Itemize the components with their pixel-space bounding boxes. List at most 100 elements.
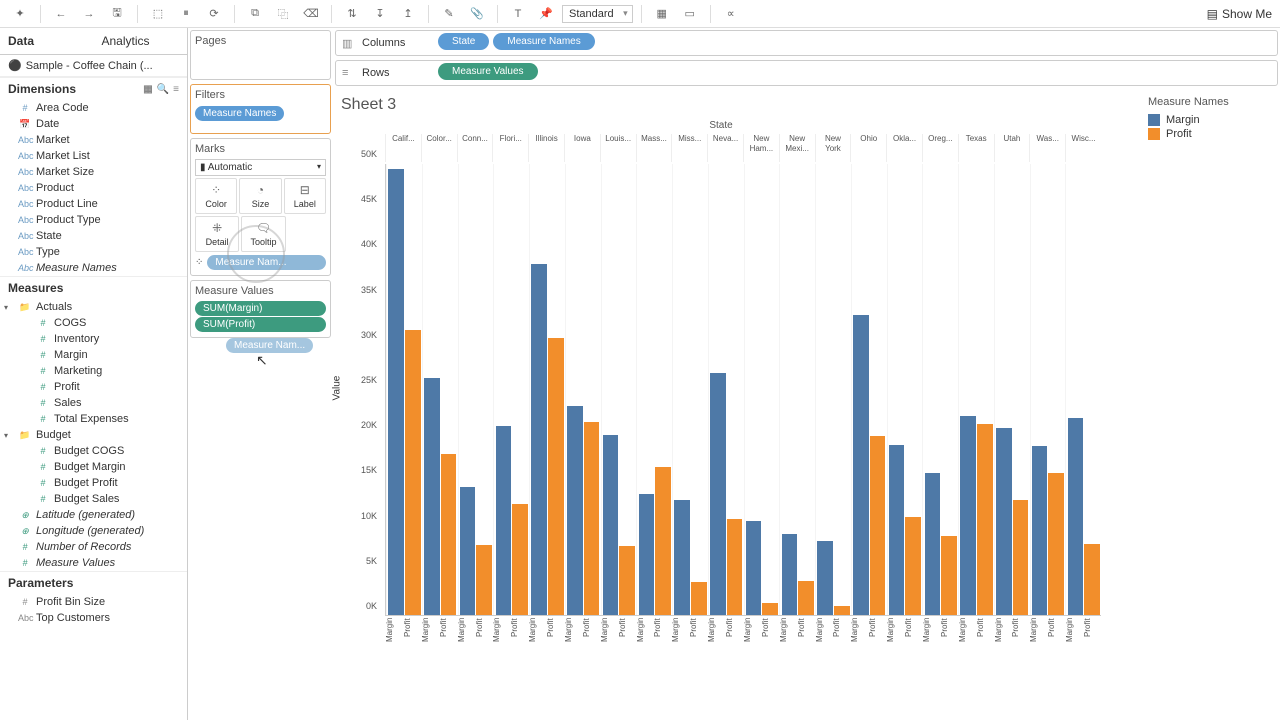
dimension-field[interactable]: #Area Code [0,100,187,116]
measure-field[interactable]: #COGS [0,315,187,331]
view-icon[interactable]: ▦ [143,84,152,95]
measure-field[interactable]: #Total Expenses [0,411,187,427]
bar-margin[interactable] [782,534,798,615]
measure-field[interactable]: #Budget Profit [0,475,187,491]
measure-field[interactable]: #Budget COGS [0,443,187,459]
dimension-field[interactable]: AbcProduct Line [0,196,187,212]
back-icon[interactable]: ← [49,2,73,26]
sort-desc-icon[interactable]: ↥ [396,2,420,26]
filters-shelf[interactable]: Filters Measure Names [190,84,331,134]
bar-profit[interactable] [405,330,421,615]
text-icon[interactable]: T [506,2,530,26]
parameter-field[interactable]: AbcTop Customers [0,610,187,626]
dimension-field[interactable]: AbcState [0,228,187,244]
bar-margin[interactable] [639,494,655,615]
refresh-icon[interactable]: ⟳ [202,2,226,26]
row-pill[interactable]: Measure Values [438,63,538,80]
measure-field[interactable]: #Budget Sales [0,491,187,507]
measure-value-pill[interactable]: SUM(Margin) [195,301,326,316]
bar-profit[interactable] [441,454,457,615]
measure-field[interactable]: #Sales [0,395,187,411]
column-pill[interactable]: State [438,33,489,50]
menu-icon[interactable]: ≡ [173,84,179,95]
bar-profit[interactable] [691,582,707,615]
bar-margin[interactable] [889,445,905,615]
presentation-icon[interactable]: ▭ [678,2,702,26]
tableau-logo-icon[interactable]: ✦ [8,2,32,26]
bar-margin[interactable] [710,373,726,615]
sheet-title[interactable]: Sheet 3 [341,96,1136,114]
bar-margin[interactable] [674,500,690,615]
mark-size-button[interactable]: ◔Size [239,178,281,214]
bar-profit[interactable] [1048,473,1064,615]
bar-margin[interactable] [567,406,583,615]
mark-label-button[interactable]: ⊟Label [284,178,326,214]
bar-profit[interactable] [941,536,957,615]
bar-margin[interactable] [603,435,619,615]
bar-margin[interactable] [746,521,762,615]
measure-folder[interactable]: ▾📁Actuals [0,299,187,315]
parameter-field[interactable]: #Profit Bin Size [0,594,187,610]
measure-field[interactable]: #Number of Records [0,539,187,555]
bar-profit[interactable] [798,581,814,615]
share-icon[interactable]: ∝ [719,2,743,26]
measure-field[interactable]: ⊕Longitude (generated) [0,523,187,539]
bar-margin[interactable] [496,426,512,615]
rows-shelf[interactable]: ≡ Rows Measure Values [335,60,1278,86]
measure-field[interactable]: #Measure Values [0,555,187,571]
bar-margin[interactable] [1032,446,1048,615]
fit-select[interactable]: Standard [562,5,633,23]
forward-icon[interactable]: → [77,2,101,26]
bar-chart[interactable]: State Calif...Color...Conn...Flori...Ill… [341,120,1101,660]
bar-margin[interactable] [1068,418,1084,615]
bar-profit[interactable] [977,424,993,615]
bar-margin[interactable] [817,541,833,615]
dimension-field[interactable]: AbcMarket [0,132,187,148]
bar-profit[interactable] [1013,500,1029,615]
measure-value-pill[interactable]: SUM(Profit) [195,317,326,332]
bar-margin[interactable] [960,416,976,615]
bar-margin[interactable] [424,378,440,615]
bar-profit[interactable] [1084,544,1100,615]
dimension-field[interactable]: AbcProduct [0,180,187,196]
bar-profit[interactable] [655,467,671,615]
dimension-field[interactable]: AbcProduct Type [0,212,187,228]
bar-profit[interactable] [727,519,743,616]
dimension-field[interactable]: AbcMarket Size [0,164,187,180]
legend-card[interactable]: Measure Names MarginProfit [1140,88,1280,720]
search-icon[interactable]: 🔍 [157,84,169,95]
dimension-field[interactable]: AbcMeasure Names [0,260,187,276]
measure-field[interactable]: #Marketing [0,363,187,379]
bar-profit[interactable] [834,606,850,615]
bar-profit[interactable] [870,436,886,615]
sort-asc-icon[interactable]: ↧ [368,2,392,26]
measure-field[interactable]: #Inventory [0,331,187,347]
bar-profit[interactable] [762,603,778,615]
bar-margin[interactable] [388,169,404,615]
bar-margin[interactable] [460,487,476,615]
save-icon[interactable]: 🖫 [105,2,129,26]
bar-profit[interactable] [548,338,564,615]
new-worksheet-icon[interactable]: ⧉ [243,2,267,26]
measure-field[interactable]: ⊕Latitude (generated) [0,507,187,523]
clear-icon[interactable]: ⌫ [299,2,323,26]
bar-profit[interactable] [619,546,635,615]
marks-type-select[interactable]: ▮ Automatic [195,159,326,176]
legend-item[interactable]: Profit [1148,128,1272,140]
dimension-field[interactable]: AbcMarket List [0,148,187,164]
datasource-item[interactable]: ⚫ Sample - Coffee Chain (... [0,55,187,77]
measure-field[interactable]: #Profit [0,379,187,395]
bar-margin[interactable] [853,315,869,615]
bar-profit[interactable] [905,517,921,615]
attach-icon[interactable]: 📎 [465,2,489,26]
bar-margin[interactable] [531,264,547,615]
mark-color-button[interactable]: ⁘Color [195,178,237,214]
bar-profit[interactable] [584,422,600,615]
bar-profit[interactable] [476,545,492,615]
column-pill[interactable]: Measure Names [493,33,594,50]
measure-folder[interactable]: ▾📁Budget [0,427,187,443]
bar-margin[interactable] [996,428,1012,615]
measure-field[interactable]: #Margin [0,347,187,363]
pin-icon[interactable]: 📌 [534,2,558,26]
swap-icon[interactable]: ⇅ [340,2,364,26]
